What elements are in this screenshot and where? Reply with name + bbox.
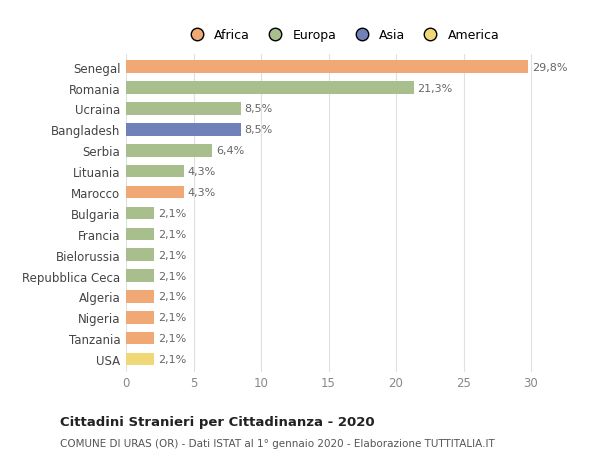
Text: 29,8%: 29,8% <box>532 62 567 73</box>
Text: 2,1%: 2,1% <box>158 230 186 239</box>
Text: 2,1%: 2,1% <box>158 333 186 343</box>
Bar <box>126 353 154 365</box>
Bar <box>126 207 154 220</box>
Bar <box>126 291 154 303</box>
Text: 2,1%: 2,1% <box>158 250 186 260</box>
Text: 4,3%: 4,3% <box>187 167 215 177</box>
Bar <box>126 332 154 345</box>
Bar <box>126 270 154 282</box>
Bar <box>126 311 154 324</box>
Text: 2,1%: 2,1% <box>158 292 186 302</box>
Bar <box>126 249 154 261</box>
Text: 2,1%: 2,1% <box>158 271 186 281</box>
Bar <box>126 166 184 178</box>
Bar <box>126 228 154 241</box>
Text: Cittadini Stranieri per Cittadinanza - 2020: Cittadini Stranieri per Cittadinanza - 2… <box>60 415 374 428</box>
Text: COMUNE DI URAS (OR) - Dati ISTAT al 1° gennaio 2020 - Elaborazione TUTTITALIA.IT: COMUNE DI URAS (OR) - Dati ISTAT al 1° g… <box>60 438 495 448</box>
Text: 21,3%: 21,3% <box>417 84 452 94</box>
Legend: Africa, Europa, Asia, America: Africa, Europa, Asia, America <box>182 27 502 45</box>
Text: 2,1%: 2,1% <box>158 313 186 323</box>
Bar <box>126 124 241 136</box>
Bar <box>126 82 413 95</box>
Bar <box>126 62 528 74</box>
Text: 8,5%: 8,5% <box>244 125 272 135</box>
Text: 4,3%: 4,3% <box>187 188 215 197</box>
Bar <box>126 186 184 199</box>
Bar <box>126 145 212 157</box>
Text: 6,4%: 6,4% <box>216 146 244 156</box>
Text: 2,1%: 2,1% <box>158 354 186 364</box>
Text: 8,5%: 8,5% <box>244 104 272 114</box>
Bar <box>126 103 241 116</box>
Text: 2,1%: 2,1% <box>158 208 186 218</box>
